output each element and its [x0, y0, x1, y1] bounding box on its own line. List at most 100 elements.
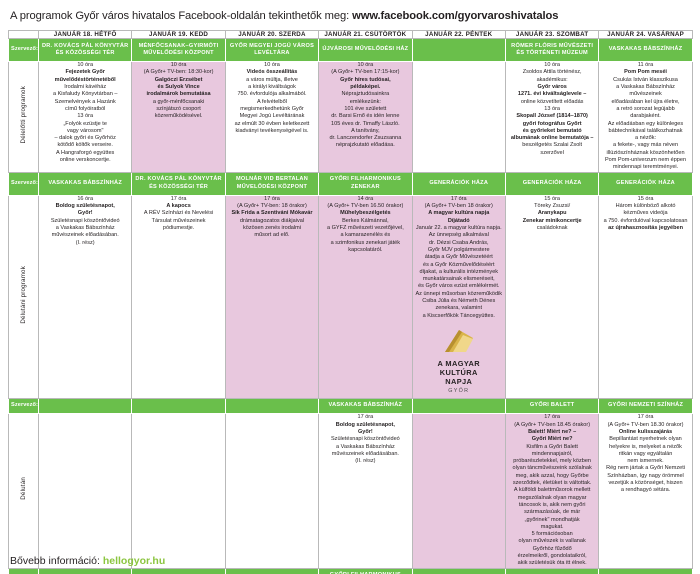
- program-line: Töreky Zsuzsi/: [534, 203, 571, 210]
- organiser-3-1: [37, 397, 133, 415]
- section-rail-label-2: Délutáni programok: [8, 194, 39, 399]
- program-cell-2-2: 17 óra A kapocs A RÉV Színházi és Nevelési…: [131, 194, 226, 399]
- program-line: Az ünnepi műsorban közreműködik: [415, 290, 503, 297]
- program-line: Pom Pom-univerzum nem éppen: [604, 157, 687, 164]
- program-line: és a Győr Közművelődéséért: [422, 261, 495, 268]
- organiser-1-6: RÓMER FLÓRIS MŰVÉSZETI ÉS TÖRTÉNETI MÚZE…: [504, 37, 600, 63]
- program-line: bábtechnikával találkozhatnak: [608, 127, 683, 134]
- program-line: A magyar kultúra napja: [428, 210, 490, 217]
- program-line: átadja a Győr Művészetéért: [424, 254, 493, 261]
- organiser-3-3: [224, 397, 320, 415]
- date-header-6: JANUÁR 23. SZOMBAT: [504, 30, 600, 39]
- program-line: mindennapi teremtményei.: [612, 164, 679, 171]
- program-line: kiadványi tevékenységével is.: [235, 127, 309, 134]
- program-line: Műhelybeszélgetés: [340, 210, 391, 217]
- program-line: nem ismernek.: [627, 458, 664, 465]
- program-cell-1-5: [411, 61, 506, 173]
- program-line: dr. Lanczendorfer Zsuzsanna: [329, 135, 402, 142]
- program-line: a Kisfaludy Könyvtárban –: [52, 91, 118, 98]
- program-cell-1-2: 10 óra (A Győr+ TV-ben: 18:30-kor) Galgócz…: [131, 61, 226, 173]
- organiser-1-1: DR. KOVÁCS PÁL KÖNYVTÁR ÉS KÖZÖSSÉGI TÉR: [37, 37, 133, 63]
- program-line: Győr város: [537, 84, 567, 91]
- organiser-2-1: VASKAKAS BÁBSZÍNHÁZ: [37, 171, 133, 196]
- program-line: dr. Dézsi Csaba András,: [429, 239, 489, 246]
- program-line: Győri Miért ne?: [531, 436, 573, 443]
- program-line: a város múltja, illetve: [246, 76, 298, 83]
- program-cell-2-6: 15 óra Töreky Zsuzsi/Aranykapu Zenekar min…: [504, 194, 600, 399]
- program-line: 17 óra: [544, 414, 561, 421]
- program-line: emlékezünk:: [349, 98, 381, 105]
- program-line: Galgóczi Erzsébet: [154, 76, 203, 83]
- program-line: Aranykapu: [537, 210, 567, 217]
- organiser-4-1: [37, 567, 133, 574]
- program-line: Balett! Miért ne? –: [528, 428, 577, 435]
- program-line: a királyi kiváltságok: [248, 84, 296, 91]
- facebook-url[interactable]: www.facebook.com/gyorvaroshivatalos: [352, 10, 559, 22]
- program-line: meg, akik azzal, hogy Győrbe: [515, 472, 589, 479]
- program-line: Szemelvények a Hazánk: [54, 98, 116, 105]
- organiser-2-5: GENERÁCIÓK HÁZA: [411, 171, 506, 196]
- program-line: pódiumestje.: [162, 225, 195, 232]
- organiser-2-3: MOLNÁR VID BERTALAN MŰVELŐDÉSI KÖZPONT: [224, 171, 320, 196]
- organiser-2-4: GYŐRI FILHARMONIKUS ZENEKAR: [318, 171, 413, 196]
- program-cell-3-1: [37, 413, 133, 569]
- program-line: Sík Frida a Szentiváni Mókavár: [231, 210, 313, 217]
- program-cell-1-4: 10 óra (A Győr+ TV-ben 17:15-kor) Győr hír…: [318, 61, 413, 173]
- program-cell-1-7: 11 óra Pom Pom meséi Csukás István klasszi…: [598, 61, 693, 173]
- logo-subtitle: GYŐR: [448, 388, 470, 395]
- program-line: 17 óra: [264, 195, 280, 202]
- program-line: 17 óra: [450, 195, 467, 202]
- program-line: a Kiscserfőkök Táncegyüttes.: [422, 312, 495, 319]
- program-line: „győrinek" mondhatják: [524, 516, 580, 523]
- organiser-row-4: Szervező: GENERÁCIÓK HÁZAGYŐRI FILHARMONI…: [8, 567, 693, 574]
- program-cell-3-2: [131, 413, 226, 569]
- program-line: (A Győr+ TV-ben 18.30 órakor): [607, 421, 684, 428]
- program-line: Csiba Júlia és Németh Dénes: [422, 297, 496, 304]
- program-line: színjátszó csoport: [156, 105, 201, 112]
- program-line: a kamarazenélés és: [340, 232, 391, 239]
- program-cell-3-7: 17 óra (A Győr+ TV-ben 18.30 órakor) Onlin…: [598, 413, 693, 569]
- program-line: irodalmárok bemutatása: [146, 91, 211, 98]
- program-line: akik születésük óta itt élnek.: [517, 560, 587, 567]
- organiser-label-4: Szervező:: [8, 567, 39, 574]
- program-line: Néprajztudósainkra: [341, 91, 390, 98]
- program-line: szerződtek, életüket is váltottak.: [512, 480, 592, 487]
- program-line: érzelmeikről, gondolataikról,: [517, 553, 587, 560]
- hellogyor-url[interactable]: hellogyor.hu: [102, 555, 166, 567]
- program-cell-1-1: 10 óra Fejezetek Győr művelődéstörténetébő…: [37, 61, 133, 173]
- program-line: Győr!: [357, 428, 373, 435]
- program-line: az elmúlt 30 évben keletkezett: [234, 120, 310, 127]
- program-line: (A Győr+ TV-ben: 18 órakor): [237, 203, 307, 210]
- program-line: Megyei Jogú Levéltárának: [239, 113, 305, 120]
- program-line: közösen zenés irodalmi: [242, 225, 301, 232]
- program-line: Az előadásban egy különleges: [607, 120, 684, 127]
- program-line: a szimfonikus zenekari játék: [330, 239, 401, 246]
- headline-lead: A programok Győr város hivatalos Faceboo…: [10, 10, 353, 22]
- program-line: kötődő költők verseire.: [57, 142, 113, 149]
- program-line: dr. Barsi Ernő és idén lenne: [331, 113, 400, 120]
- program-line: Három különböző alkotó: [615, 203, 676, 210]
- date-header-1: JANUÁR 18. HÉTFŐ: [37, 30, 133, 39]
- organiser-4-7: [598, 567, 693, 574]
- logo-line-3: NAPJA: [445, 377, 473, 387]
- program-row-3: Délután 17 óra Boldog születésnapot, Győr! S…: [8, 413, 693, 569]
- organiser-3-6: GYŐRI BALETT: [504, 397, 600, 415]
- date-header-3: JANUÁR 20. SZERDA: [224, 30, 320, 39]
- organiser-4-3: GENERÁCIÓK HÁZA: [224, 567, 320, 574]
- program-line: Színházban, így nagy örömmel: [607, 472, 684, 479]
- program-line: vezetjük a közönséget, hiszen: [608, 480, 683, 487]
- organiser-1-7: VASKAKAS BÁBSZÍNHÁZ: [598, 37, 693, 63]
- program-line: 13 óra: [77, 113, 94, 120]
- program-line: táncosok is, akik nem győri: [518, 501, 586, 508]
- program-line: A tanítvány,: [351, 127, 380, 134]
- program-line: 17 óra: [357, 414, 374, 421]
- program-line: (A Győr+ TV-ben 18.45 órakor): [514, 421, 591, 428]
- program-line: Irodalmi kávéház: [64, 84, 107, 91]
- program-line: A RÉV Színházi és Nevelési: [143, 210, 214, 217]
- program-line: 17 óra: [637, 414, 654, 421]
- program-line: néprajzkutató előadása.: [335, 142, 395, 149]
- program-line: 1271. évi kiváltságlevele –: [517, 91, 587, 98]
- program-line: kapcsolatáról.: [348, 246, 383, 253]
- section-rail-label-1: Délelőtti programok: [8, 61, 39, 173]
- organiser-1-5: [411, 37, 506, 63]
